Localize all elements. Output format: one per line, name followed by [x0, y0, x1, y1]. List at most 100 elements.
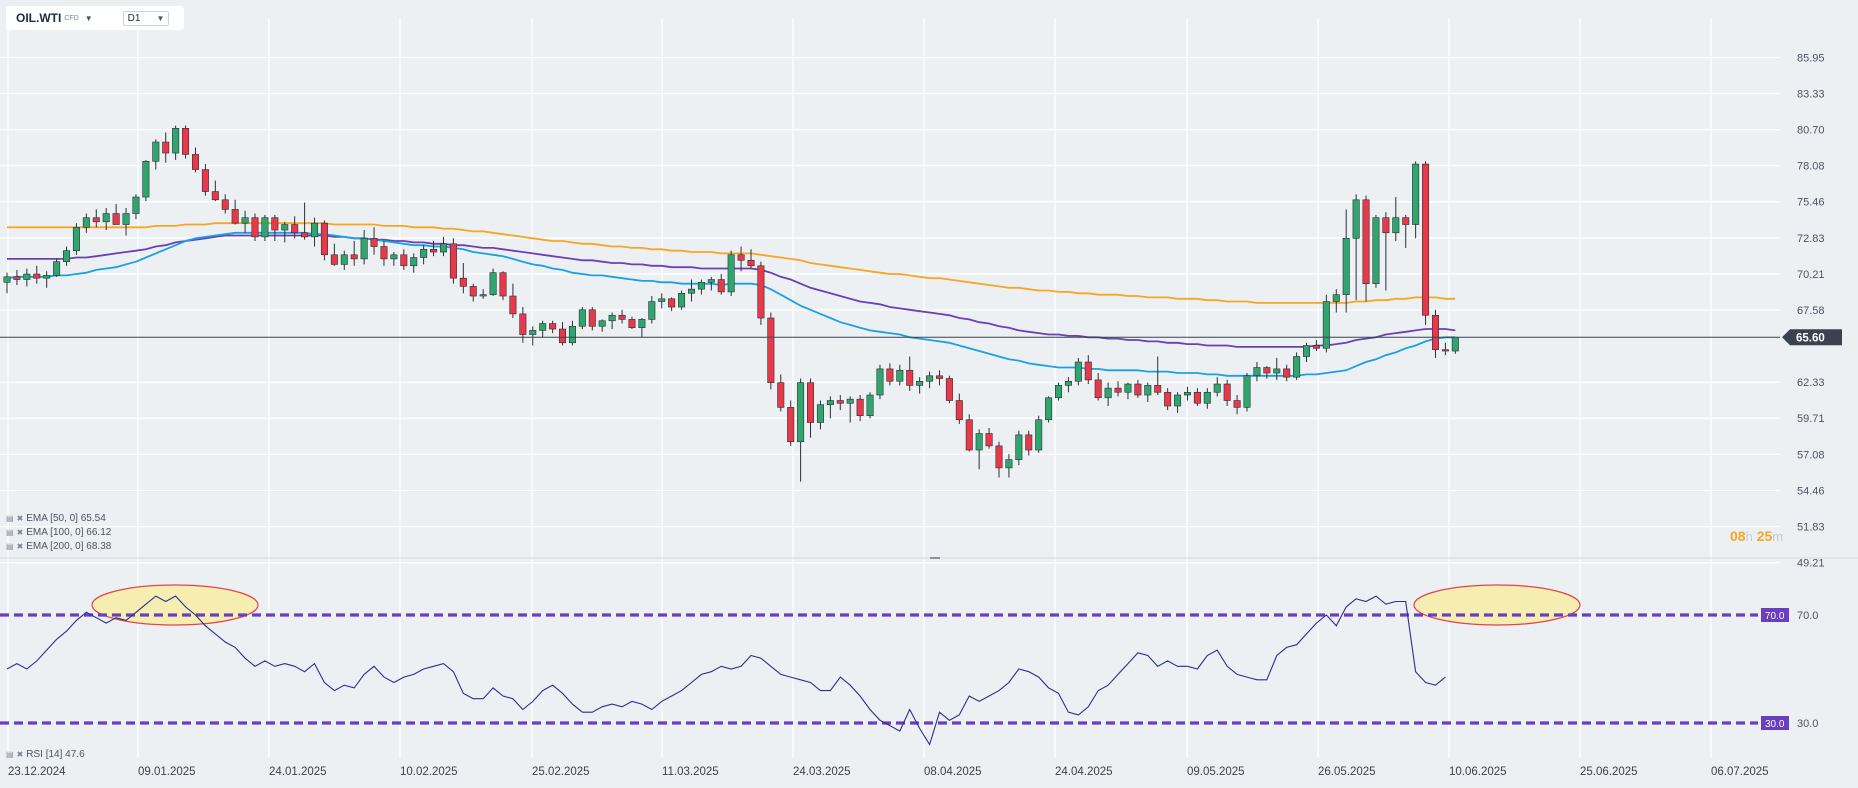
- y-tick-label: 83.33: [1797, 89, 1825, 101]
- candle: [182, 125, 190, 159]
- candle-body: [648, 301, 656, 320]
- candle-body: [13, 276, 21, 280]
- y-tick-label: 72.83: [1797, 233, 1825, 245]
- candle: [132, 194, 140, 220]
- candle: [330, 243, 338, 266]
- candle: [1273, 357, 1281, 380]
- candle: [628, 316, 636, 330]
- candle: [697, 279, 705, 295]
- candle: [360, 230, 368, 265]
- last-price-tag: [1782, 329, 1842, 346]
- candle-body: [1332, 294, 1340, 302]
- candle-body: [866, 394, 874, 416]
- candle-body: [737, 254, 745, 261]
- x-tick-label: 11.03.2025: [662, 766, 719, 778]
- overbought-highlight: [1413, 584, 1581, 626]
- candle-body: [132, 196, 140, 214]
- remove-icon[interactable]: ✖: [16, 750, 24, 759]
- legend-ema100-label: EMA [100, 0] 66.12: [26, 527, 112, 538]
- legend-ema50[interactable]: ▤ ✖ EMA [50, 0] 65.54: [6, 513, 106, 524]
- candle: [3, 272, 11, 294]
- candle: [1243, 373, 1251, 412]
- candle-body: [638, 319, 646, 328]
- candle: [1134, 379, 1142, 398]
- candle-body: [995, 445, 1003, 469]
- candle-body: [1074, 361, 1082, 382]
- candle-body: [747, 259, 755, 267]
- y-tick-label: 62.33: [1797, 377, 1825, 389]
- candle: [439, 236, 447, 257]
- legend-ema200[interactable]: ▤ ✖ EMA [200, 0] 68.38: [6, 541, 111, 552]
- settings-icon[interactable]: ▤: [6, 514, 14, 523]
- candle: [509, 283, 517, 319]
- legend-rsi[interactable]: ▤ ✖ RSI [14] 47.6: [6, 749, 85, 760]
- candle: [291, 216, 299, 239]
- symbol-name[interactable]: OIL.WTI: [16, 11, 62, 25]
- candle-body: [628, 319, 636, 328]
- candle-body: [916, 380, 924, 386]
- x-tick-label: 24.01.2025: [269, 766, 327, 778]
- candle-body: [1412, 163, 1420, 225]
- candle: [92, 209, 100, 228]
- candle-body: [1025, 434, 1033, 451]
- candle: [43, 271, 51, 288]
- candle: [866, 392, 874, 419]
- legend-ema50-label: EMA [50, 0] 65.54: [26, 513, 106, 524]
- candle: [489, 268, 497, 297]
- y-tick-label: 78.08: [1797, 161, 1825, 173]
- candle-body: [63, 250, 71, 262]
- candle: [1104, 382, 1112, 407]
- remove-icon[interactable]: ✖: [16, 528, 24, 537]
- candle: [1263, 366, 1271, 379]
- candle-body: [777, 382, 785, 408]
- candle: [271, 214, 279, 242]
- candle: [1064, 377, 1072, 393]
- last-price-label: 65.60: [1796, 332, 1825, 344]
- candle: [767, 312, 775, 390]
- candle: [737, 246, 745, 272]
- candle-body: [162, 141, 170, 154]
- candle: [1451, 336, 1459, 354]
- candle-body: [1094, 379, 1102, 399]
- candle-body: [1382, 217, 1390, 234]
- candle-body: [539, 323, 547, 331]
- candle-body: [1104, 387, 1112, 399]
- candle-body: [340, 254, 348, 265]
- candle: [559, 322, 567, 346]
- candle: [717, 274, 725, 295]
- candle-body: [53, 261, 61, 276]
- candle: [1392, 197, 1400, 242]
- candle-body: [1392, 217, 1400, 234]
- candle: [1015, 430, 1023, 466]
- y-tick-label: 80.70: [1797, 125, 1825, 137]
- candle-body: [578, 309, 586, 327]
- settings-icon[interactable]: ▤: [6, 750, 14, 759]
- remove-icon[interactable]: ✖: [16, 514, 24, 523]
- candle: [658, 293, 666, 309]
- candle-body: [23, 273, 31, 280]
- symbol-tag: CFD: [64, 14, 79, 22]
- candle: [1342, 209, 1350, 313]
- candle: [1332, 289, 1340, 313]
- candle: [916, 377, 924, 394]
- candle: [1144, 382, 1152, 402]
- timeframe-select[interactable]: D1 ▼: [122, 10, 170, 26]
- settings-icon[interactable]: ▤: [6, 542, 14, 551]
- legend-rsi-label: RSI [14] 47.6: [26, 749, 85, 760]
- candle: [1431, 309, 1439, 358]
- candle-body: [926, 375, 934, 382]
- candle-body: [1193, 391, 1201, 404]
- candle: [797, 378, 805, 482]
- candle: [1293, 352, 1301, 380]
- legend-ema100[interactable]: ▤ ✖ EMA [100, 0] 66.12: [6, 527, 111, 538]
- candle-body: [568, 325, 576, 344]
- candle: [13, 269, 21, 286]
- candle: [350, 241, 358, 266]
- candle: [807, 378, 815, 438]
- remove-icon[interactable]: ✖: [16, 542, 24, 551]
- settings-icon[interactable]: ▤: [6, 528, 14, 537]
- candle-body: [1005, 459, 1013, 469]
- candle: [479, 289, 487, 299]
- symbol-dropdown-icon[interactable]: ▼: [84, 13, 93, 23]
